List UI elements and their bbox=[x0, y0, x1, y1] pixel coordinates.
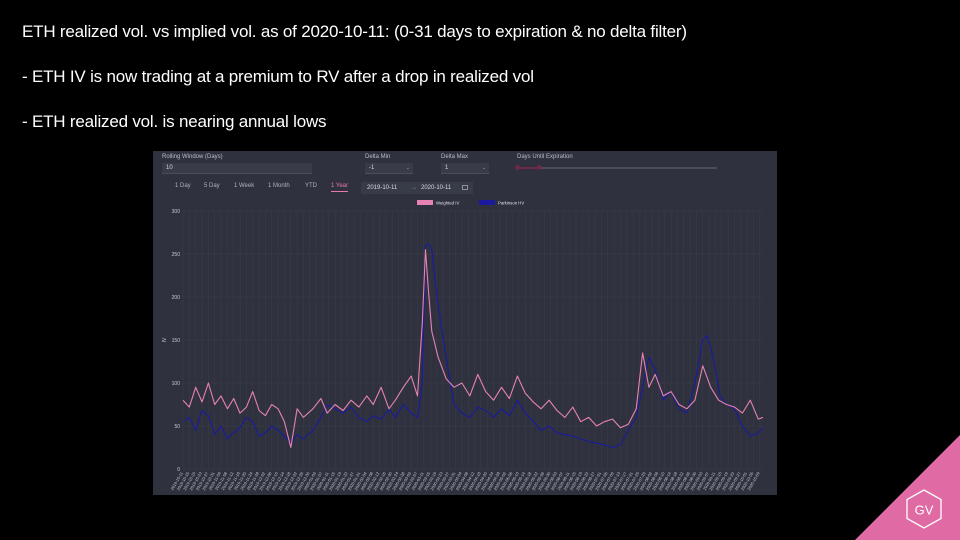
y-tick-label: 100 bbox=[172, 381, 181, 387]
bullet-rv-lows: - ETH realized vol. is nearing annual lo… bbox=[22, 112, 327, 131]
range-1-week[interactable]: 1 Week bbox=[234, 183, 255, 189]
legend-label-parkinson-hv: Parkinson HV bbox=[498, 200, 524, 205]
chevron-down-icon: ⌄ bbox=[405, 165, 410, 171]
y-tick-label: 250 bbox=[172, 252, 181, 258]
delta-min-value: -1 bbox=[369, 165, 375, 171]
calendar-icon[interactable] bbox=[462, 185, 468, 190]
date-start[interactable]: 2019-10-11 bbox=[367, 185, 398, 191]
parkinson-hv-line bbox=[182, 243, 764, 449]
y-tick-label: 200 bbox=[172, 295, 181, 301]
delta-min-select[interactable]: -1 ⌄ bbox=[365, 163, 413, 174]
range-1-month[interactable]: 1 Month bbox=[268, 183, 290, 189]
range-5-day[interactable]: 5 Day bbox=[204, 183, 220, 189]
delta-min-label: Delta Min bbox=[365, 154, 391, 160]
date-separator: → bbox=[411, 185, 417, 191]
chart-grid bbox=[182, 210, 763, 470]
weighted-iv-line bbox=[182, 249, 764, 449]
bullet-iv-premium: - ETH IV is now trading at a premium to … bbox=[22, 67, 534, 86]
range-1-day[interactable]: 1 Day bbox=[175, 183, 191, 189]
y-axis: 0 50 100 150 200 250 300 IV bbox=[162, 209, 180, 473]
delta-max-select[interactable]: 1 ⌄ bbox=[441, 163, 489, 174]
y-tick-label: 0 bbox=[177, 467, 180, 473]
date-end[interactable]: 2020-10-11 bbox=[421, 185, 452, 191]
y-tick-label: 50 bbox=[174, 424, 180, 430]
legend-swatch-weighted-iv bbox=[417, 200, 433, 205]
y-tick-label: 150 bbox=[172, 338, 181, 344]
volatility-chart: 0 50 100 150 200 250 300 IV 2019-10-112019-10-1… bbox=[162, 200, 764, 491]
y-tick-label: 300 bbox=[172, 209, 181, 215]
chart-legend: Weighted IV Parkinson HV bbox=[417, 200, 524, 205]
y-axis-label: IV bbox=[162, 337, 168, 342]
expiration-slider-range bbox=[517, 167, 539, 169]
expiration-slider-track[interactable] bbox=[515, 165, 717, 170]
legend-label-weighted-iv: Weighted IV bbox=[436, 200, 459, 205]
delta-max-value: 1 bbox=[445, 165, 449, 171]
expiration-slider-handle-min[interactable] bbox=[515, 165, 520, 170]
rolling-window-input[interactable]: 10 bbox=[162, 163, 312, 174]
legend-swatch-parkinson-hv bbox=[479, 200, 495, 205]
rolling-window-label: Rolling Window (Days) bbox=[162, 154, 223, 160]
range-ytd[interactable]: YTD bbox=[305, 183, 317, 189]
days-until-expiration-label: Days Until Expiration bbox=[517, 154, 573, 160]
brand-corner-triangle bbox=[855, 435, 960, 540]
chart-lines bbox=[182, 243, 764, 449]
delta-max-label: Delta Max bbox=[441, 154, 469, 160]
chart-dashboard-panel: Rolling Window (Days) 10 Delta Min -1 ⌄ … bbox=[153, 151, 777, 495]
date-range-picker[interactable]: 2019-10-11 → 2020-10-11 bbox=[361, 182, 473, 194]
range-1-year[interactable]: 1 Year bbox=[331, 183, 349, 192]
chevron-down-icon: ⌄ bbox=[481, 165, 486, 171]
expiration-slider-handle-max[interactable] bbox=[537, 165, 542, 170]
gv-logo-text: GV bbox=[915, 503, 934, 518]
gv-logo: GV bbox=[906, 489, 942, 529]
x-axis: 2019-10-112019-10-152019-10-192019-10-23… bbox=[169, 470, 761, 491]
slide-title: ETH realized vol. vs implied vol. as of … bbox=[22, 22, 687, 41]
